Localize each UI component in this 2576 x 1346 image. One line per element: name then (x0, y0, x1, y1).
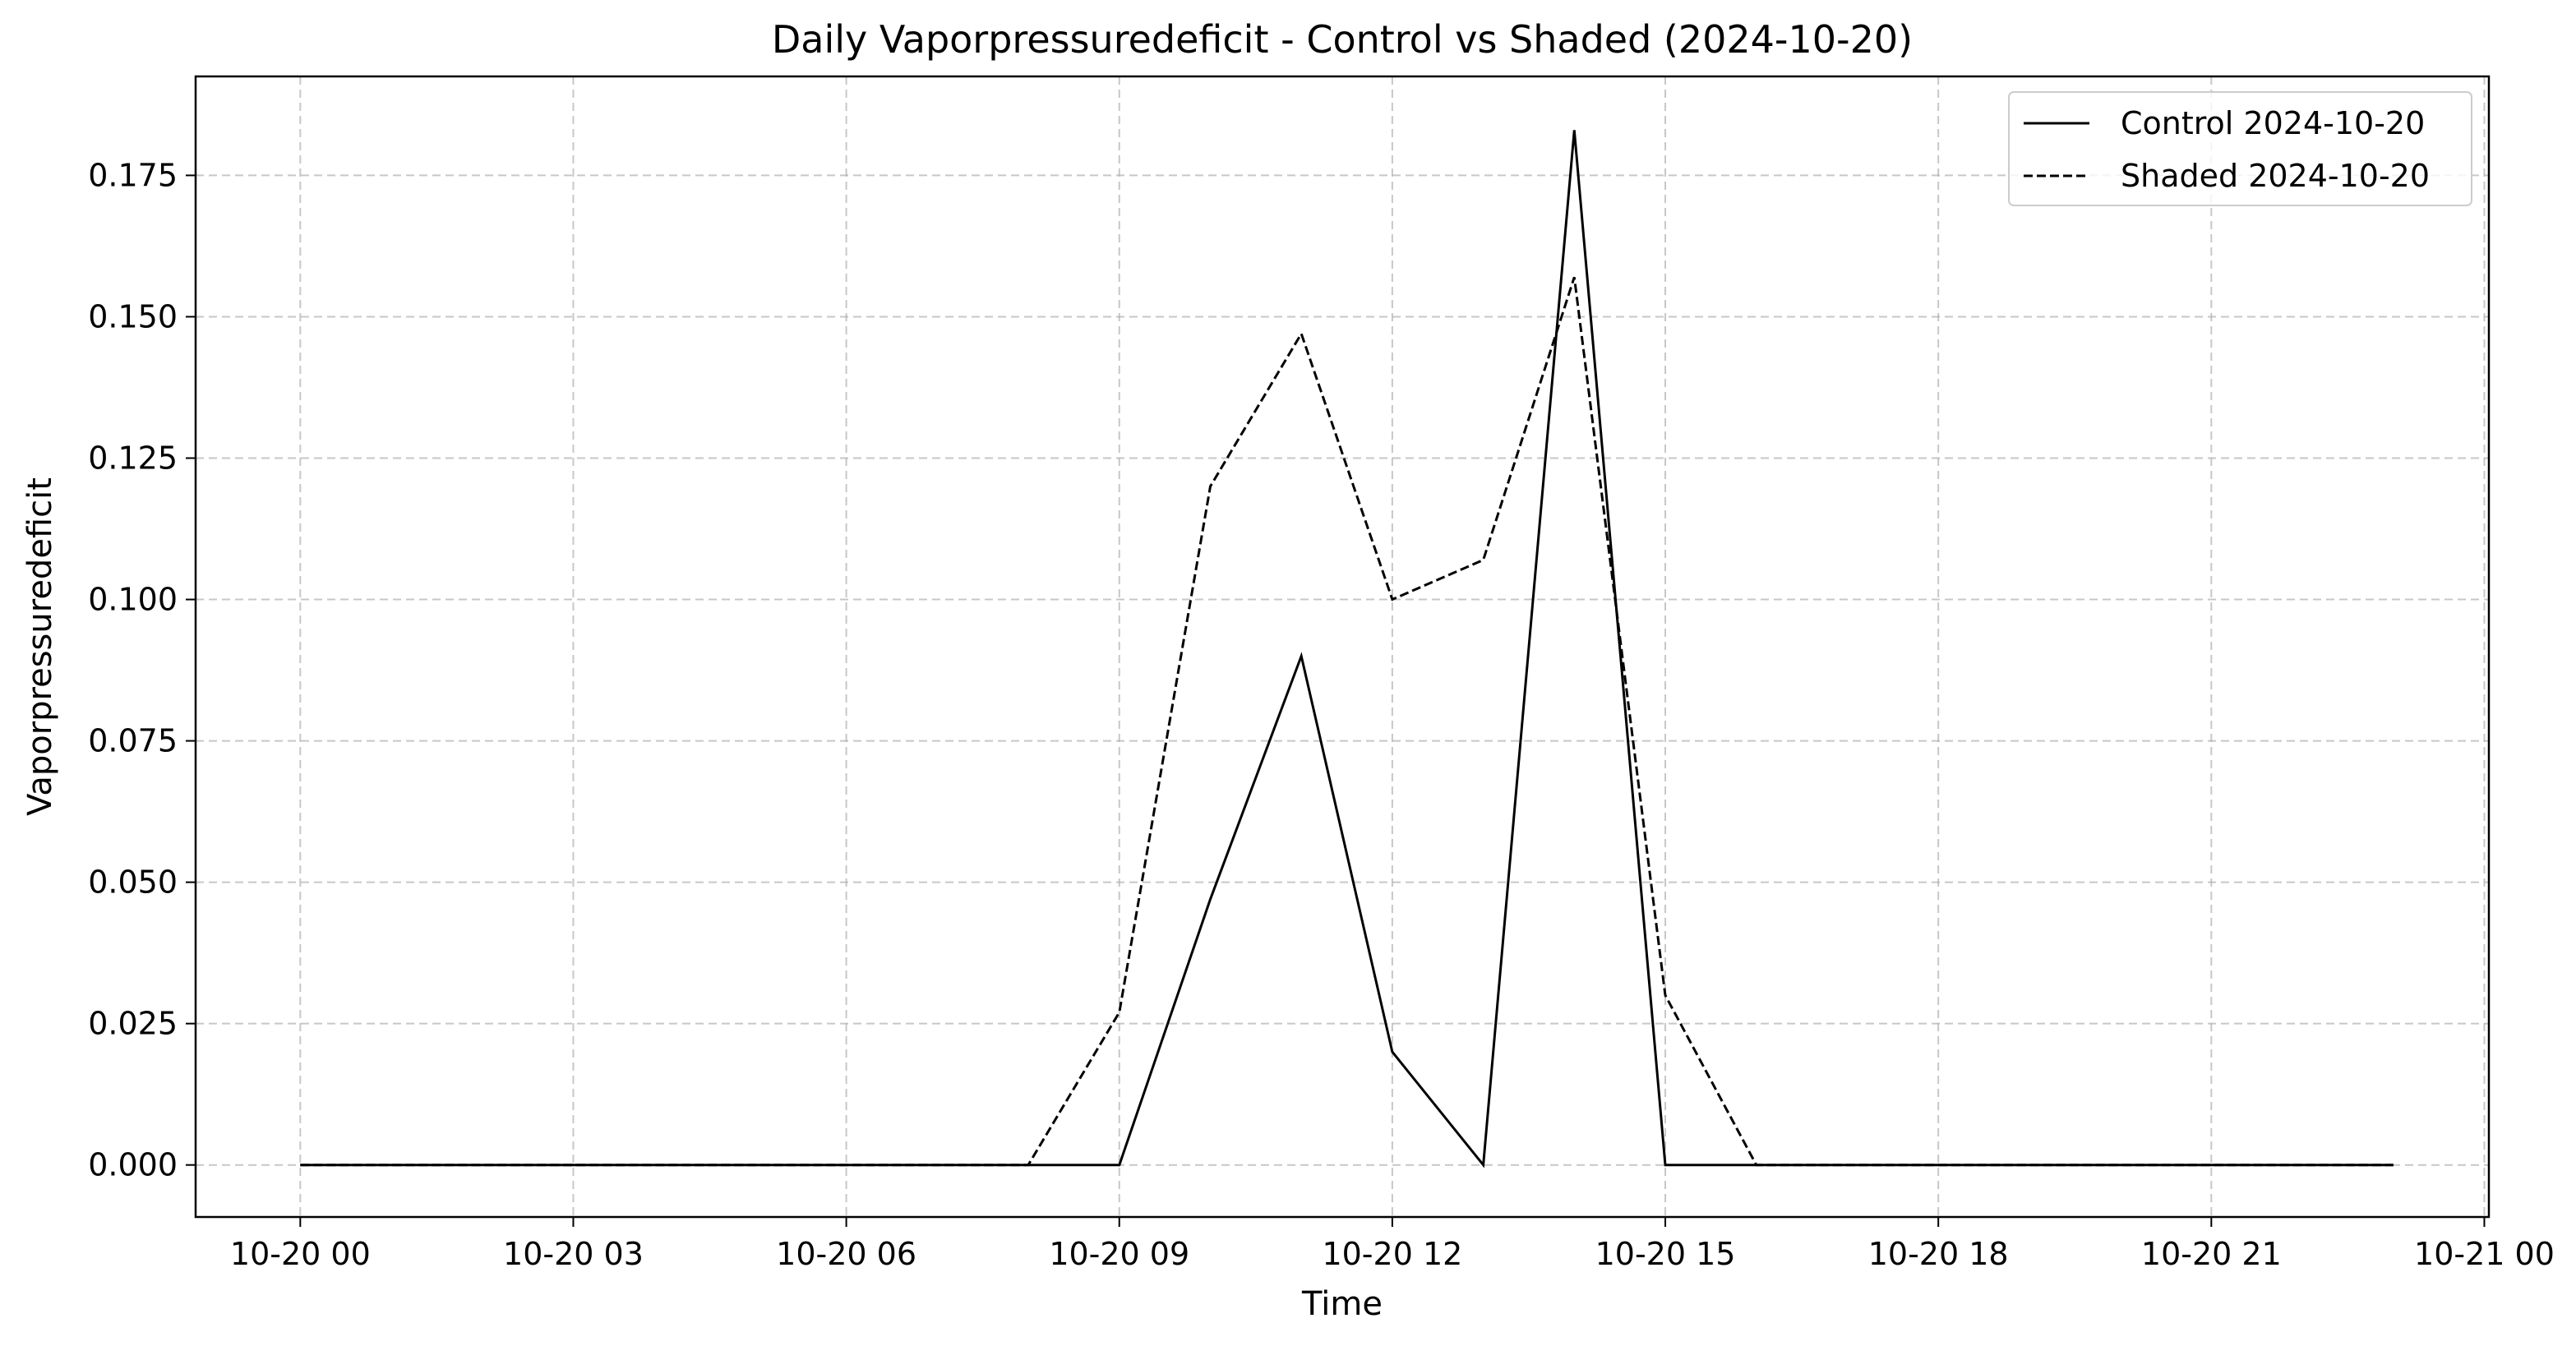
series-lines (300, 130, 2394, 1169)
y-axis-ticks: 0.000 0.025 0.050 0.075 0.100 0.125 0.150 0.175 (88, 157, 196, 1183)
y-axis-label: Vaporpressuredeficit (21, 477, 59, 816)
x-tick-label: 10-20 18 (1868, 1236, 2009, 1272)
y-tick-label: 0.100 (88, 582, 178, 618)
y-tick-label: 0.075 (88, 723, 178, 759)
chart-title: Daily Vaporpressuredeficit - Control vs … (772, 17, 1913, 62)
x-tick-label: 10-21 00 (2414, 1236, 2555, 1272)
legend-label: Shaded 2024-10-20 (2121, 158, 2430, 194)
y-tick-label: 0.025 (88, 1006, 178, 1042)
plot-frame (194, 75, 2491, 1219)
x-tick-label: 10-20 00 (230, 1236, 371, 1272)
x-tick-label: 10-20 21 (2141, 1236, 2282, 1272)
x-tick-label: 10-20 15 (1595, 1236, 1736, 1272)
x-tick-label: 10-20 09 (1049, 1236, 1189, 1272)
y-tick-label: 0.125 (88, 440, 178, 477)
y-tick-label: 0.000 (88, 1147, 178, 1183)
series-line-shaded (300, 276, 2394, 1167)
x-axis-label: Time (1301, 1285, 1383, 1323)
x-tick-label: 10-20 03 (503, 1236, 644, 1272)
legend-box (2008, 91, 2472, 206)
x-tick-label: 10-20 06 (776, 1236, 916, 1272)
y-tick-label: 0.150 (88, 298, 178, 334)
legend: Control 2024-10-20 Shaded 2024-10-20 (2008, 91, 2472, 206)
y-tick-label: 0.050 (88, 864, 178, 901)
x-tick-label: 10-20 12 (1322, 1236, 1462, 1272)
x-axis-ticks: 10-20 00 10-20 03 10-20 06 10-20 09 10-20 12… (230, 1217, 2555, 1272)
legend-label: Control 2024-10-20 (2121, 105, 2425, 141)
y-tick-label: 0.175 (88, 157, 178, 193)
